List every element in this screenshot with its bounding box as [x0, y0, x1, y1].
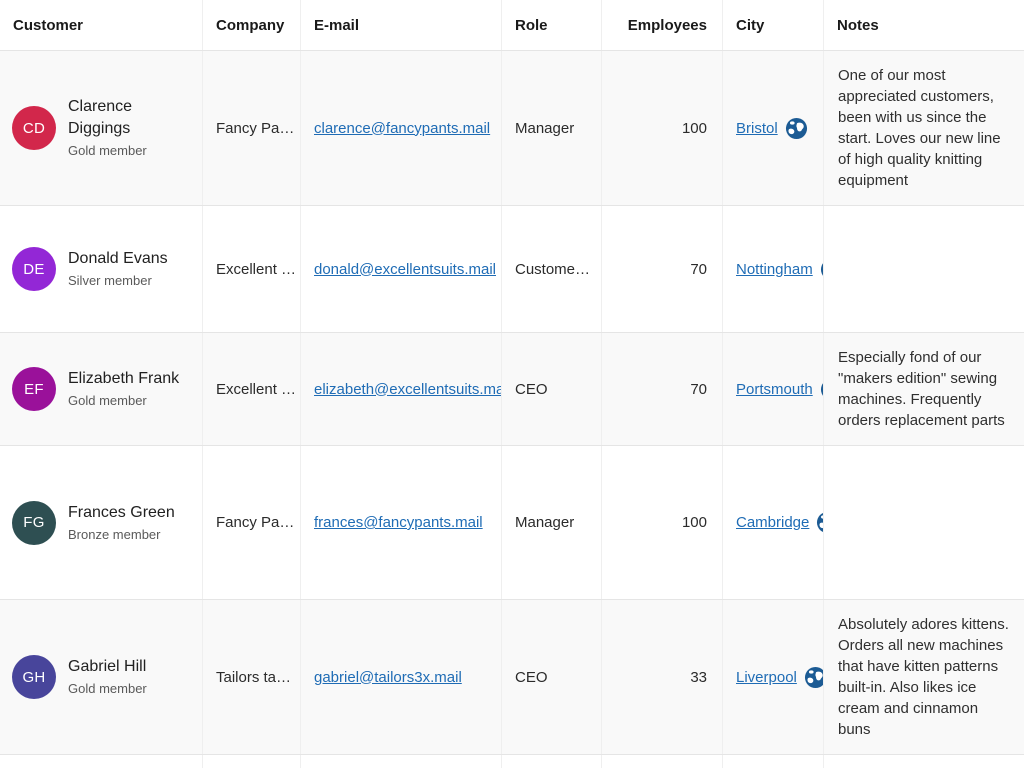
- company-cell: Fancy Pa…: [202, 446, 300, 599]
- email-link[interactable]: donald@excellentsuits.mail: [314, 260, 496, 278]
- city-cell: Liverpool: [722, 600, 823, 754]
- email-link[interactable]: frances@fancypants.mail: [314, 514, 483, 531]
- email-cell: frances@fancypants.mail: [300, 446, 501, 599]
- notes-cell: Absolutely adores kittens. Orders all ne…: [823, 600, 1024, 754]
- globe-icon[interactable]: [820, 258, 823, 281]
- role-cell: Custome…: [501, 206, 601, 332]
- table-row: GH Gabriel Hill Gold member Tailors ta… …: [0, 599, 1024, 754]
- email-cell: elizabeth@excellentsuits.mail: [300, 333, 501, 445]
- role-cell: Human R…: [501, 755, 601, 768]
- city-cell: Portsmouth: [722, 333, 823, 445]
- email-link[interactable]: elizabeth@excellentsuits.mail: [314, 380, 501, 398]
- table-row: EF Elizabeth Frank Gold member Excellent…: [0, 332, 1024, 445]
- membership-label: Gold member: [68, 393, 147, 408]
- city-link[interactable]: Cambridge: [736, 514, 810, 531]
- membership-label: Silver member: [68, 273, 152, 288]
- employees-cell: 100: [601, 755, 722, 768]
- company-cell: Fancy Pa…: [202, 755, 300, 768]
- notes-cell: [823, 755, 1024, 768]
- role-cell: CEO: [501, 333, 601, 445]
- notes-cell: [823, 206, 1024, 332]
- avatar: DE: [12, 247, 56, 291]
- city-link[interactable]: Liverpool: [736, 668, 797, 686]
- email-cell: gabriel@tailors3x.mail: [300, 600, 501, 754]
- email-link[interactable]: gabriel@tailors3x.mail: [314, 668, 462, 686]
- city-cell: Nottingham: [722, 206, 823, 332]
- globe-icon[interactable]: [785, 117, 808, 140]
- city-cell: Cambridge: [722, 446, 823, 599]
- table-header-row: Customer Company E-mail Role Employees C…: [0, 0, 1024, 50]
- company-cell: Excellent …: [202, 333, 300, 445]
- customer-cell: EF Elizabeth Frank Gold member: [0, 333, 202, 445]
- customer-name: Clarence Diggings: [68, 98, 133, 137]
- column-header-customer: Customer: [13, 16, 84, 34]
- company-cell: Fancy Pa…: [202, 51, 300, 205]
- notes-cell: One of our most appreciated customers, b…: [823, 51, 1024, 205]
- notes-cell: Especially fond of our "makers edition" …: [823, 333, 1024, 445]
- membership-label: Bronze member: [68, 526, 161, 542]
- employees-cell: 100: [601, 446, 722, 599]
- employees-cell: 100: [601, 51, 722, 205]
- city-link[interactable]: Bristol: [736, 119, 778, 137]
- table-row: HI Henrietta Ives Silver member Fancy Pa…: [0, 754, 1024, 768]
- customer-cell: CD Clarence Diggings Gold member: [0, 51, 202, 205]
- employees-cell: 70: [601, 333, 722, 445]
- column-header-company: Company: [202, 0, 300, 50]
- avatar: EF: [12, 367, 56, 411]
- column-header-city: City: [722, 0, 823, 50]
- role-cell: Manager: [501, 51, 601, 205]
- avatar: FG: [12, 500, 56, 545]
- column-header-email: E-mail: [300, 0, 501, 50]
- table-row: DE Donald Evans Silver member Excellent …: [0, 205, 1024, 332]
- employees-cell: 33: [601, 600, 722, 754]
- avatar: CD: [12, 106, 56, 150]
- avatar: GH: [12, 655, 56, 699]
- column-header-notes: Notes: [823, 0, 1024, 50]
- email-cell: donald@excellentsuits.mail: [300, 206, 501, 332]
- globe-icon[interactable]: [816, 511, 823, 534]
- role-cell: CEO: [501, 600, 601, 754]
- membership-label: Gold member: [68, 143, 147, 158]
- employees-cell: 70: [601, 206, 722, 332]
- company-cell: Tailors ta…: [202, 600, 300, 754]
- notes-cell: [823, 446, 1024, 599]
- email-link[interactable]: clarence@fancypants.mail: [314, 119, 491, 137]
- city-cell: Bristol: [722, 51, 823, 205]
- globe-icon[interactable]: [820, 378, 823, 401]
- column-header-employees: Employees: [601, 0, 722, 50]
- column-header-role: Role: [501, 0, 601, 50]
- email-cell: clarence@fancypants.mail: [300, 51, 501, 205]
- email-cell: henrietta@fancypants.mail: [300, 755, 501, 768]
- customer-cell: DE Donald Evans Silver member: [0, 206, 202, 332]
- customer-name: Frances Green: [68, 503, 175, 521]
- customer-cell: HI Henrietta Ives Silver member: [0, 755, 202, 768]
- customer-name: Gabriel Hill: [68, 658, 147, 675]
- role-cell: Manager: [501, 446, 601, 599]
- city-link[interactable]: Nottingham: [736, 260, 813, 278]
- city-link[interactable]: Portsmouth: [736, 380, 813, 398]
- customer-name: Elizabeth Frank: [68, 370, 180, 387]
- company-cell: Excellent …: [202, 206, 300, 332]
- city-cell: Sheffield: [722, 755, 823, 768]
- table-row: FG Frances Green Bronze member Fancy Pa……: [0, 445, 1024, 599]
- membership-label: Gold member: [68, 681, 147, 696]
- customer-name: Donald Evans: [68, 250, 168, 267]
- globe-icon[interactable]: [804, 666, 823, 689]
- customer-cell: FG Frances Green Bronze member: [0, 446, 202, 599]
- customer-cell: GH Gabriel Hill Gold member: [0, 600, 202, 754]
- table-row: CD Clarence Diggings Gold member Fancy P…: [0, 50, 1024, 205]
